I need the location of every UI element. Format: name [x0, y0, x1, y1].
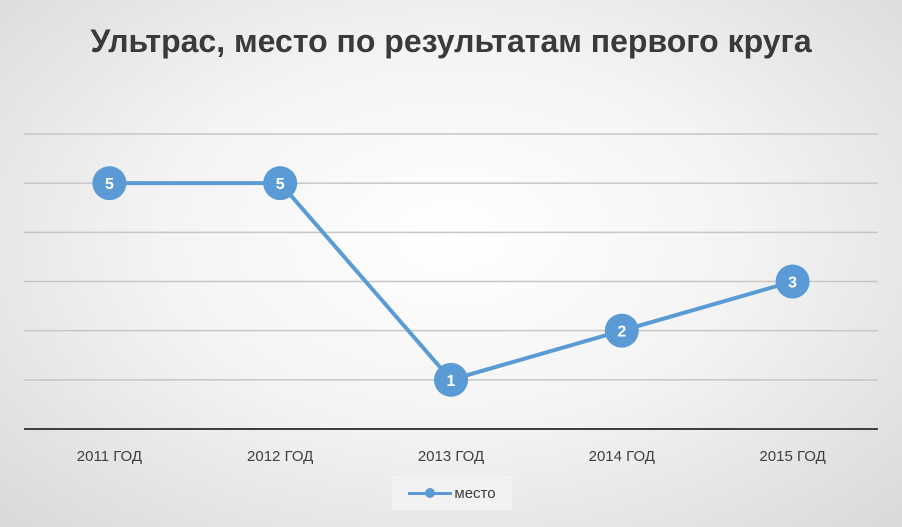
series-group: 5 5 1 2 3	[92, 166, 810, 397]
data-label: 3	[788, 275, 797, 292]
x-axis-labels: 2011 ГОД 2012 ГОД 2013 ГОД 2014 ГОД 2015 ГОД	[77, 448, 826, 465]
data-label: 5	[105, 176, 114, 193]
x-tick-label: 2015 ГОД	[759, 448, 825, 465]
data-point	[434, 362, 468, 397]
data-label: 1	[447, 373, 456, 390]
x-tick-label: 2011 ГОД	[77, 448, 142, 465]
data-label: 5	[276, 176, 285, 193]
legend: место	[392, 476, 512, 510]
data-label: 2	[617, 324, 626, 341]
chart-title: Ультрас, место по результатам первого кр…	[90, 23, 812, 59]
x-tick-label: 2012 ГОД	[247, 448, 313, 465]
x-tick-label: 2013 ГОД	[418, 448, 484, 465]
data-point	[775, 264, 810, 299]
data-point	[92, 166, 127, 201]
x-tick-label: 2014 ГОД	[589, 448, 655, 465]
data-point	[263, 166, 298, 201]
data-point	[604, 313, 639, 348]
legend-series-label: место	[454, 484, 496, 502]
legend-series-marker	[408, 487, 453, 499]
